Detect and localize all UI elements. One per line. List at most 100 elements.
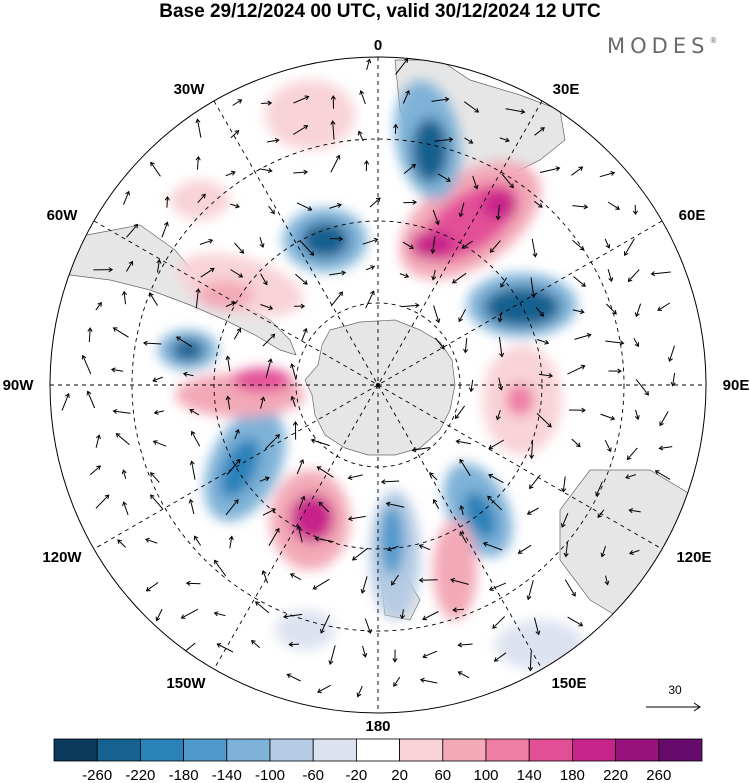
wind-arrow-head [581,282,586,287]
wind-arrow [365,265,375,271]
colorbar-swatch [53,738,98,762]
wind-arrow-head [149,292,154,298]
wind-arrow-head [561,523,566,528]
wind-arrow [412,447,431,451]
wind-arrow [329,238,343,240]
wind-arrow [298,496,305,510]
wind-arrow [329,204,342,209]
wind-arrow-head [504,137,510,143]
wind-arrow-head [583,204,589,210]
colorbar-swatch [442,738,487,762]
wind-arrow [534,127,545,136]
colorbar-tick-label: 20 [391,767,408,783]
wind-arrow [260,273,268,285]
wind-arrow-head [535,630,541,636]
wind-arrow [600,413,615,420]
wind-arrow [672,373,676,386]
wind-arrow [357,685,363,697]
wind-arrow-head [418,577,424,583]
colorbar-swatch [485,738,530,762]
wind-arrow-head [654,470,660,475]
wind-arrow [535,306,544,317]
wind-arrow-head [274,137,280,143]
wind-arrow [330,291,343,307]
wind-arrow-head [605,243,611,249]
wind-arrow [564,579,576,597]
wind-arrow [232,99,242,106]
wind-arrow [297,525,303,543]
south-pole [376,383,380,387]
wind-arrow-head [411,447,417,453]
colorbar-swatch [528,738,573,762]
colorbar-swatch [658,738,703,762]
wind-arrow [403,201,417,204]
wind-arrow-head [231,301,236,307]
wind-arrow-head [595,491,600,497]
wind-arrow [391,574,399,586]
wind-arrow [605,575,609,585]
wind-arrow [143,342,162,345]
wind-arrow-head [338,291,343,297]
wind-arrow-head [235,203,240,209]
wind-arrow-head [644,390,649,396]
wind-arrow-head [366,58,372,64]
wind-arrow-head [150,494,155,500]
wind-arrow [227,356,231,372]
wind-arrow-head [357,130,363,136]
wind-arrow-head [236,458,241,464]
wind-arrow-head [292,420,299,426]
wind-arrow-head [422,653,428,659]
wind-arrow [260,397,265,409]
wind-arrow [126,224,138,238]
wind-arrow-head [254,601,260,606]
wind-arrow-head [488,444,494,450]
wind-arrow [262,570,269,584]
wind-arrow-head [156,258,162,264]
colorbar-tick-label: -60 [302,767,324,783]
wind-arrow-head [270,333,276,339]
wind-arrow [489,582,507,591]
wind-arrow [419,544,431,551]
wind-arrow-head [309,251,315,256]
wind-arrow-head [262,280,268,286]
wind-arrow [505,108,525,113]
wind-arrow-head [430,249,436,254]
wind-arrow [458,671,470,679]
wind-arrow-head [403,58,409,63]
wind-arrow-head [532,252,538,258]
wind-arrow [401,304,419,308]
wind-arrow-head [267,167,273,173]
wind-arrow-head [267,100,273,106]
wind-arrow [464,137,473,144]
wind-arrow-head [411,163,417,169]
wind-arrow-head [307,206,313,211]
wind-arrow [434,337,445,350]
wind-arrow [458,643,473,646]
wind-arrow-head [482,541,488,547]
wind-arrow-head [579,309,585,315]
wind-arrow [365,290,375,309]
wind-arrow-head [125,190,130,196]
wind-arrow-head [500,283,505,288]
wind-arrow [265,434,280,450]
wind-arrow [191,461,196,480]
wind-arrow-head [448,137,454,143]
wind-arrow-head [526,510,532,515]
wind-arrow [296,459,304,475]
wind-arrow [497,204,500,220]
wind-arrow-head [509,183,514,189]
wind-arrow [381,480,400,483]
wind-arrow-head [373,237,379,243]
colorbar-tick-label: -260 [82,767,112,783]
wind-arrow-head [634,312,640,318]
lon-label-90e: 90E [723,377,750,394]
wind-arrow [259,477,270,482]
neg-anomaly-75w-core [172,339,204,361]
wind-arrow [186,582,201,585]
wind-arrow [154,410,165,414]
wind-arrow [261,102,272,104]
wind-arrow [624,238,635,256]
wind-arrow-head [115,432,121,438]
pos-anomaly-90e-core [506,384,534,416]
wind-arrow-head [627,277,633,283]
